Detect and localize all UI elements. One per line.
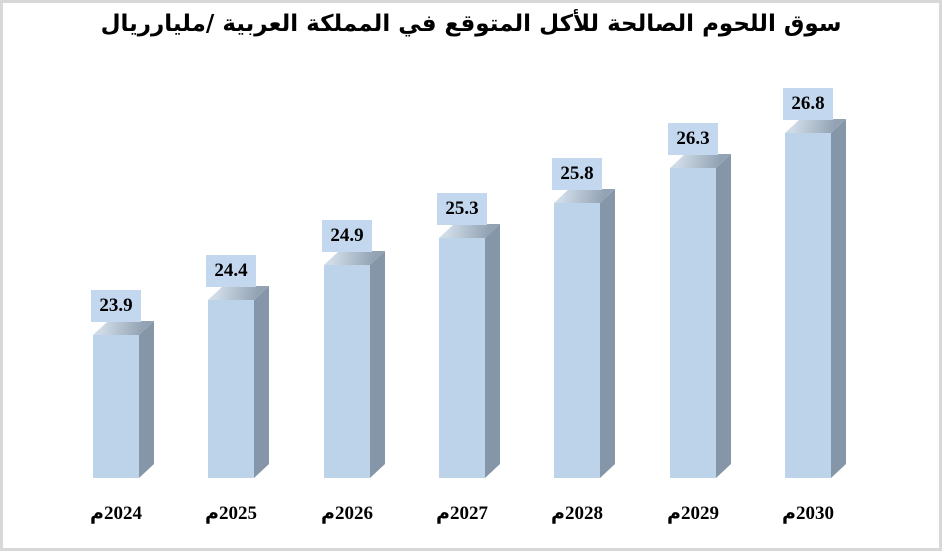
bar-top-face	[670, 154, 731, 168]
bar-side-face	[139, 321, 154, 478]
bar-side-face	[716, 154, 731, 478]
plot-area: 23.9 2024م 24.4 2025م 24.9 2026م 25.3 2027م 25.8…	[3, 3, 939, 548]
bar-side-face	[254, 286, 269, 478]
chart-title: سوق اللحوم الصالحة للأكل المتوقع في المم…	[100, 11, 842, 37]
bar-front-face	[670, 168, 716, 478]
bar-front-face	[554, 203, 600, 478]
x-axis-label: 2029م	[667, 503, 719, 524]
bar-top-face	[208, 286, 269, 300]
x-axis-label: 2024م	[90, 503, 142, 524]
x-axis-label: 2025م	[205, 503, 257, 524]
bar-front-face	[208, 300, 254, 478]
x-axis-label: 2026م	[321, 503, 373, 524]
bar-top-face	[439, 224, 500, 238]
bar-side-face	[831, 119, 846, 478]
bar-value-label: 25.3	[437, 193, 487, 225]
x-axis-label: 2027م	[436, 503, 488, 524]
bar-top-face	[93, 321, 154, 335]
bar-top-face	[785, 119, 846, 133]
bar-top-face	[554, 189, 615, 203]
bar-value-label: 23.9	[91, 290, 141, 322]
bar-front-face	[785, 133, 831, 478]
bar-value-label: 24.4	[206, 255, 256, 287]
bar-side-face	[600, 189, 615, 478]
x-axis-label: 2028م	[551, 503, 603, 524]
bar-front-face	[439, 238, 485, 478]
bar-value-label: 25.8	[552, 158, 602, 190]
bar-front-face	[324, 265, 370, 478]
bar-side-face	[370, 251, 385, 478]
bar-value-label: 26.8	[783, 88, 833, 120]
bar-value-label: 24.9	[322, 220, 372, 252]
bar-side-face	[485, 224, 500, 478]
bar-value-label: 26.3	[668, 123, 718, 155]
bar-front-face	[93, 335, 139, 478]
bar-top-face	[324, 251, 385, 265]
x-axis-label: 2030م	[782, 503, 834, 524]
